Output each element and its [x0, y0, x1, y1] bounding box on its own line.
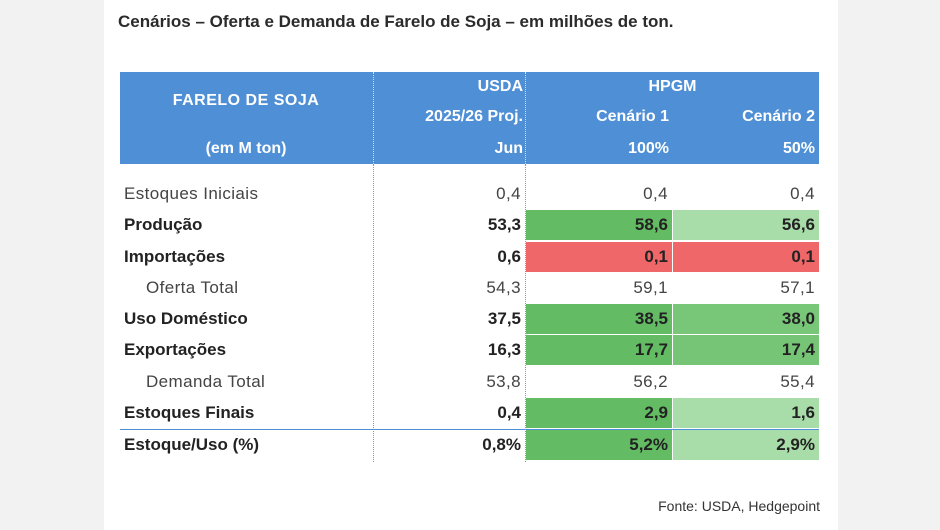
header-scenario-1-pct: 100% [628, 140, 669, 157]
scenario-1-value: 56,2 [633, 371, 668, 391]
header-separator-2 [525, 72, 526, 164]
report-page: Cenários – Oferta e Demanda de Farelo de… [104, 0, 838, 530]
header-commodity: FARELO DE SOJA [172, 92, 320, 109]
scenario-1-value: 17,7 [526, 335, 672, 366]
scenario-1-value: 59,1 [633, 277, 668, 297]
supply-demand-table: FARELO DE SOJA (em M ton) USDA 2025/26 P… [120, 72, 819, 462]
table-row: Produção 53,3 58,6 56,6 [120, 210, 819, 241]
source-note: Fonte: USDA, Hedgepoint [658, 498, 820, 514]
scenario-2-value: 0,4 [790, 184, 815, 203]
scenario-1-value: 58,6 [526, 210, 672, 241]
table-header: FARELO DE SOJA (em M ton) USDA 2025/26 P… [120, 72, 819, 164]
row-label: Exportações [124, 340, 227, 360]
header-scenario-2: Cenário 2 [742, 108, 815, 125]
table-row: Estoques Finais 0,4 2,9 1,6 [120, 398, 819, 429]
usda-value: 53,3 [487, 215, 521, 235]
scenario-1-value: 38,5 [526, 304, 672, 335]
scenario-2-value: 0,1 [673, 241, 819, 272]
header-scenario-1: Cenário 1 [596, 108, 669, 125]
table-body: Estoques Iniciais 0,4 0,4 0,4 Produção 53,3 58… [120, 164, 819, 462]
table-row: Uso Doméstico 37,5 38,5 38,0 [120, 304, 819, 335]
scenario-1-value: 2,9 [526, 398, 672, 429]
usda-value: 53,8 [486, 371, 521, 391]
table-row: Oferta Total 54,3 59,1 57,1 [120, 273, 819, 304]
scenario-2-value: 1,6 [673, 398, 819, 429]
usda-value: 0,4 [496, 184, 521, 203]
table-row: Exportações 16,3 17,7 17,4 [120, 335, 819, 366]
body-separator-2 [525, 164, 526, 462]
usda-value: 0,8% [482, 435, 521, 455]
row-label: Demanda Total [146, 371, 266, 391]
scenario-2-value: 17,4 [673, 335, 819, 366]
body-separator-1 [373, 164, 374, 462]
usda-value: 0,6 [497, 246, 521, 266]
row-label: Estoque/Uso (%) [124, 435, 260, 455]
scenario-2-value: 55,4 [780, 371, 815, 391]
table-row: Estoque/Uso (%) 0,8% 5,2% 2,9% [120, 429, 819, 461]
table-row: Importações 0,6 0,1 0,1 [120, 241, 819, 273]
usda-value: 16,3 [487, 340, 521, 360]
header-usda: USDA [477, 78, 523, 95]
scenario-1-value: 5,2% [526, 430, 672, 461]
scenario-2-value: 56,6 [673, 210, 819, 241]
table-row: Estoques Iniciais 0,4 0,4 0,4 [120, 179, 819, 210]
page-title: Cenários – Oferta e Demanda de Farelo de… [118, 12, 674, 31]
row-label: Estoques Iniciais [124, 184, 259, 203]
row-label: Oferta Total [146, 277, 239, 297]
row-label: Produção [124, 215, 203, 235]
row-label: Uso Doméstico [124, 309, 248, 329]
header-usda-month: Jun [494, 140, 523, 157]
scenario-1-value: 0,4 [643, 184, 668, 203]
row-label: Importações [124, 246, 226, 266]
usda-value: 0,4 [497, 403, 521, 423]
scenario-2-value: 2,9% [673, 430, 819, 461]
header-unit: (em M ton) [205, 140, 287, 157]
usda-value: 54,3 [486, 277, 521, 297]
usda-value: 37,5 [487, 309, 521, 329]
header-usda-projection: 2025/26 Proj. [425, 108, 523, 125]
scenario-1-value: 0,1 [526, 241, 672, 272]
header-hpgm: HPGM [648, 78, 697, 95]
header-scenario-2-pct: 50% [782, 140, 815, 157]
table-row: Demanda Total 53,8 56,2 55,4 [120, 367, 819, 398]
header-separator-1 [373, 72, 374, 164]
scenario-2-value: 57,1 [780, 277, 815, 297]
row-label: Estoques Finais [124, 403, 255, 423]
scenario-2-value: 38,0 [673, 304, 819, 335]
